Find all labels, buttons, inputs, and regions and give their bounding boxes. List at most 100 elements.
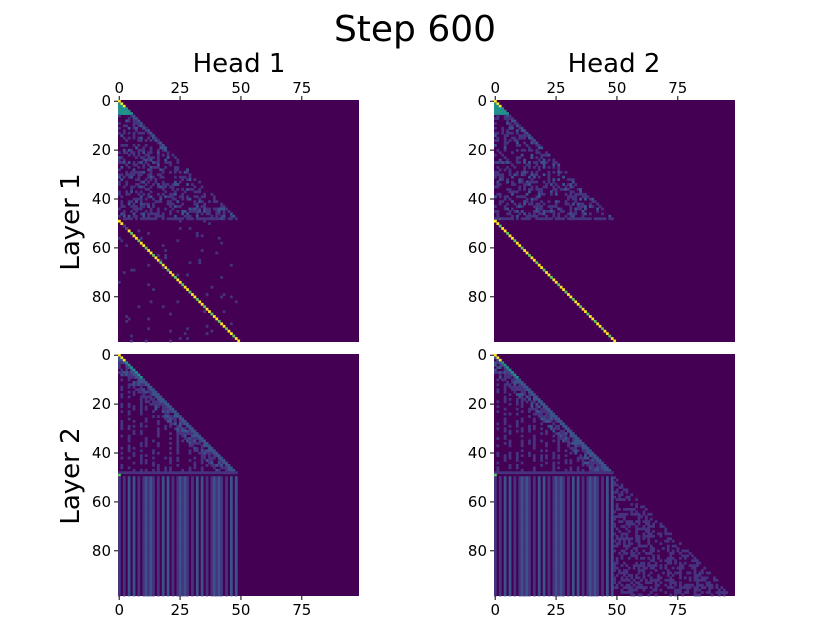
attention-cell [554,505,558,509]
attention-cell [508,530,512,533]
attention-cell [166,559,170,563]
attention-cell [156,476,160,480]
attention-cell [217,481,221,484]
attention-cell [528,407,531,411]
attention-cell [511,126,514,130]
attention-cell [506,376,509,379]
attention-cell [513,378,517,382]
attention-cell [147,515,150,519]
attention-cell [120,393,124,396]
attention-cell [515,424,519,428]
attention-cell [191,564,194,568]
attention-cell [229,549,233,553]
attention-cell [567,534,570,538]
attention-cell [234,488,238,492]
attention-cell [186,183,189,186]
attention-cell [205,503,209,506]
attention-cell [205,532,209,536]
attention-cell [518,126,522,130]
attention-cell [501,112,505,116]
attention-cell [601,483,604,487]
attention-cell [552,517,556,521]
attention-cell [554,522,558,526]
attention-cell [186,566,189,570]
attention-cell [152,476,155,480]
attention-cell [178,586,182,590]
attention-cell [494,527,497,531]
attention-cell [588,471,592,475]
attention-cell [676,547,680,550]
attention-cell [161,503,165,506]
attention-cell [137,471,141,475]
attention-cell [156,432,160,436]
attention-cell [118,569,121,572]
attention-cell [610,530,614,533]
attention-cell [183,332,187,336]
attention-cell [169,407,172,411]
attention-cell [542,478,546,482]
attention-cell [227,210,231,213]
attention-cell [205,476,209,480]
attention-cell [220,456,224,460]
attention-cell [496,217,500,221]
attention-cell [171,547,175,550]
attention-cell [122,547,126,550]
attention-cell [618,537,621,541]
attention-cell [212,588,216,592]
attention-cell [205,210,209,213]
attention-cell [234,500,238,504]
attention-cell [164,266,168,270]
attention-cell [547,178,551,182]
attention-cell [193,200,197,204]
attention-cell [601,530,604,533]
attention-cell [205,588,209,592]
attention-cell [178,578,182,582]
attention-cell [132,207,136,211]
attention-cell [637,527,641,531]
attention-cell [523,476,526,480]
attention-cell [161,490,165,494]
attention-cell [205,451,209,455]
attention-cell [525,134,529,138]
attention-cell [537,488,541,492]
attention-cell [610,486,614,489]
attention-cell [152,544,155,548]
attention-cell [181,417,185,421]
attention-cell [625,537,629,541]
attention-cell [610,515,614,519]
attention-cell [152,212,155,216]
attention-cell [156,153,160,157]
attention-cell [147,202,150,206]
attention-cell [225,466,228,470]
attention-cell [554,520,558,524]
attention-cell [200,520,204,524]
attention-cell [523,505,526,509]
attention-cell [520,410,524,414]
attention-cell [528,190,531,194]
attention-cell [654,520,658,524]
attention-cell [215,583,219,587]
attention-cell [644,522,648,526]
attention-cell [186,517,189,521]
attention-cell [591,500,595,504]
attention-cell [559,471,563,475]
attention-cell [200,559,204,563]
attention-cell [494,537,497,541]
attention-cell [122,210,126,213]
attention-cell [154,180,158,184]
attention-cell [520,217,524,221]
attention-cell [506,122,509,125]
attention-cell [152,183,155,186]
attention-cell [225,586,228,590]
attention-cell [520,427,524,431]
attention-cell [147,212,150,216]
attention-cell [571,434,575,438]
attention-cell [149,168,153,172]
attention-cell [178,227,182,230]
attention-cell [535,207,539,211]
attention-cell [503,505,507,509]
attention-cell [535,398,539,401]
attention-cell [142,383,146,387]
attention-cell [642,549,646,553]
attention-cell [215,498,219,502]
